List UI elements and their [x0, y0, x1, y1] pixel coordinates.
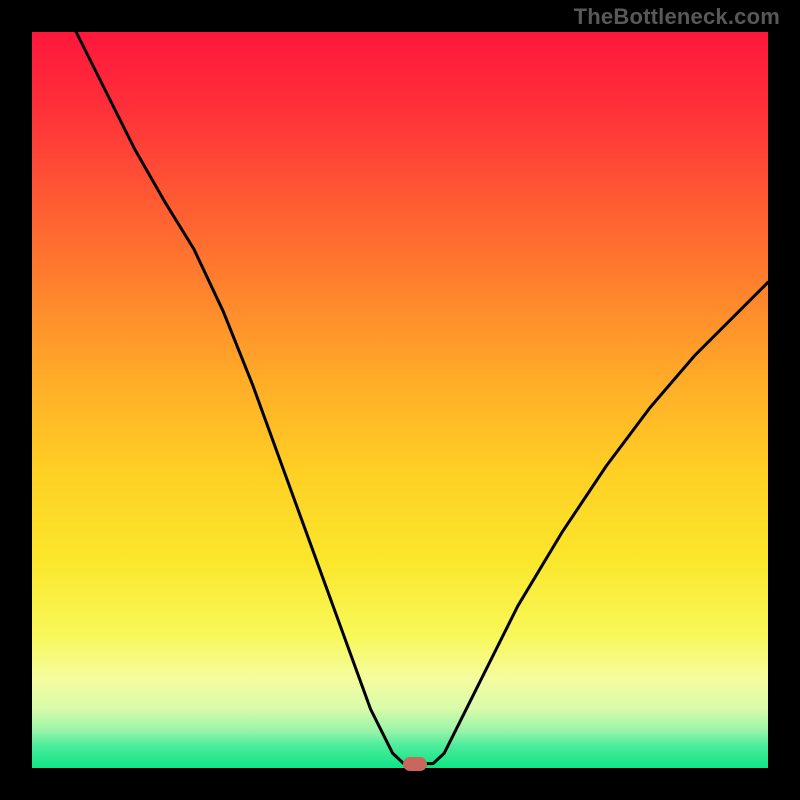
- chart-frame: TheBottleneck.com: [0, 0, 800, 800]
- curve-path: [76, 32, 768, 764]
- bottleneck-curve: [32, 32, 768, 768]
- plot-area: [32, 32, 768, 768]
- optimum-marker: [403, 757, 427, 771]
- watermark-text: TheBottleneck.com: [574, 4, 780, 30]
